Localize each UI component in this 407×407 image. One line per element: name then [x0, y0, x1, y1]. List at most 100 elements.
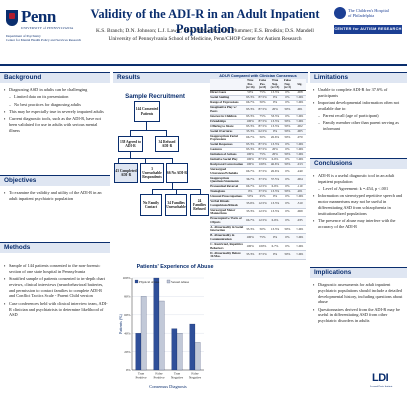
- table-row: A- Abnormality in Social Interaction 33.3…: [210, 225, 306, 235]
- table-cell: 75%: [256, 152, 269, 158]
- table-cell: 37.5%: [256, 167, 269, 177]
- table-cell: .069: [293, 208, 306, 218]
- objectives-heading: Objectives: [0, 175, 110, 186]
- conclusions-item: The presence of abuse may interfere with…: [313, 218, 405, 230]
- table-cell: .005: [293, 129, 306, 135]
- limitations-item: Unable to complete ADI-R for 37.6% of pa…: [313, 87, 405, 99]
- legend-label: Physical Abuse: [139, 280, 160, 284]
- penn-shield-icon: [6, 10, 18, 26]
- background-item: This may be especially true in severely …: [4, 109, 108, 115]
- table-cell: 6.6%: [268, 157, 282, 163]
- bar-sexual-abuse: [194, 342, 201, 371]
- background-item: Limited data on its presentation: [4, 94, 108, 100]
- table-cell: 87.5%: [256, 147, 269, 153]
- table-cell: 20%: [268, 147, 282, 153]
- table-row: Pronominal Reversal 66.7% 12.5% 6.6% 0% .110: [210, 184, 306, 190]
- table-cell: 100%: [244, 242, 257, 252]
- table-header-cell: True Neg. (n=15): [268, 78, 282, 92]
- table-cell: 0%: [281, 96, 294, 102]
- affiliation: University of Pennsylvania School of Med…: [108, 36, 302, 42]
- y-tick-label: 0%: [126, 368, 131, 372]
- table-row: Imitation of Actions 100% 75% 20% 50% <.001: [210, 152, 306, 158]
- penn-subtitle: UNIVERSITY of PENNSYLVANIA: [21, 26, 74, 30]
- methods-item: Stratified sample of patients consented …: [4, 276, 108, 299]
- table-cell: 0%: [281, 100, 294, 107]
- table-cell: 0%: [268, 233, 282, 243]
- table-row: Gestures 93.3% 87.5% 20% 0% <.001: [210, 147, 306, 153]
- table-cell: 50%: [244, 194, 257, 200]
- table-cell: .002: [293, 124, 306, 130]
- table-cell: 33.6%: [244, 199, 257, 209]
- table-cell: 6.7%: [268, 242, 282, 252]
- table-cell: 50%: [281, 189, 294, 195]
- table-cell: 37.5%: [256, 175, 269, 186]
- implications-heading: Implications: [310, 267, 407, 278]
- table-cell: <.001: [293, 242, 306, 252]
- y-tick-label: 80%: [124, 295, 130, 299]
- table-cell: .008: [293, 91, 306, 97]
- table-cell: 66.7%: [244, 167, 257, 177]
- table-cell: 20%: [268, 105, 282, 115]
- background-item: No best practices for diagnosing adults: [4, 102, 108, 108]
- limitations-item: Parent recall (age of participant): [313, 113, 405, 119]
- table-cell: 13.3%: [268, 225, 282, 235]
- connector-line: [152, 189, 153, 194]
- table-cell: 0%: [281, 157, 294, 163]
- table-cell: <.001: [293, 194, 306, 200]
- table-row: Direct Gaze 50% 75% 13.3% 0% .008: [210, 91, 306, 97]
- bar-sexual-abuse: [176, 333, 183, 371]
- table-cell: 50%: [244, 91, 257, 97]
- table-cell: 6.6%: [268, 216, 282, 226]
- table-row: Social Overtures 33.3% 62.5% 0% 50% .005: [210, 129, 306, 135]
- conclusions-item: Level of Agreement: k =.454, p <.001: [313, 186, 405, 192]
- chop-name-line-2: of Philadelphia: [348, 13, 375, 18]
- table-header-row: True Pos. (n=16) False Pos. (n=8) True Neg…: [210, 78, 306, 92]
- table-cell: 26.6%: [268, 167, 282, 177]
- table-cell: 87.5%: [256, 157, 269, 163]
- table-cell: .001: [293, 105, 306, 115]
- table-cell: 12.5%: [256, 199, 269, 209]
- row-label: Friendships: [210, 119, 245, 125]
- limitations-list: Unable to complete ADI-R for 37.6% of pa…: [313, 87, 405, 134]
- x-tick-label: Negative: [189, 376, 202, 380]
- table-cell: 0%: [281, 194, 294, 200]
- table-cell: 25%: [256, 194, 269, 200]
- table-cell: .201: [293, 189, 306, 195]
- table-cell: 0%: [281, 208, 294, 218]
- table-cell: <.001: [293, 96, 306, 102]
- connector-line: [130, 130, 166, 131]
- author-list: K.S. Branch; D.N. Johnson; L.J. Lawer, M…: [96, 28, 314, 34]
- background-item: Current diagnostic tools, such as the AD…: [4, 116, 108, 133]
- conclusions-list: ADI-R is a useful diagnostic tool in an …: [313, 173, 405, 231]
- bar-physical-abuse: [171, 328, 178, 371]
- row-label: Preoccupied w/ Parts of Objects: [210, 217, 245, 226]
- objectives-item: To examine the validity and utility of t…: [4, 190, 108, 202]
- y-axis-label: Patients (%): [118, 314, 123, 334]
- row-label: Unusual Preoccupations: [210, 194, 245, 200]
- table-cell: 33.3%: [244, 225, 257, 235]
- table-cell: 0%: [281, 114, 294, 120]
- table-body: Direct Gaze 50% 75% 13.3% 0% .008 Social Smili…: [210, 91, 306, 260]
- table-cell: 50%: [281, 152, 294, 158]
- table-row: Preoccupied w/ Parts of Objects 66.7% 12.5…: [210, 217, 306, 226]
- table-cell: <.001: [293, 250, 306, 260]
- table-cell: <.001: [293, 233, 306, 243]
- table-cell: 26.6%: [268, 134, 282, 144]
- row-label: Range of Expressions: [210, 100, 245, 107]
- node-no-adir: 66 No ADI-R: [166, 163, 188, 183]
- table-cell: 50%: [256, 225, 269, 235]
- table-cell: <.001: [293, 100, 306, 107]
- table-cell: 50%: [281, 225, 294, 235]
- bar-physical-abuse: [189, 323, 196, 371]
- header-divider: [0, 64, 407, 66]
- table-cell: 13.3%: [268, 208, 282, 218]
- department-line-2: Center for Mental Health Policy and Serv…: [6, 38, 82, 43]
- connector-line: [146, 122, 147, 130]
- table-cell: 46.6%: [268, 162, 282, 168]
- table-cell: <.001: [293, 147, 306, 153]
- table-cell: 36.7%: [244, 175, 257, 186]
- row-label: Offering to Share: [210, 124, 245, 130]
- car-badge: CENTER for AUTISM RESEARCH: [334, 25, 402, 34]
- table-header-cell: [210, 79, 245, 92]
- ldi-logo: LDI Leonard Davis Institute: [370, 370, 400, 396]
